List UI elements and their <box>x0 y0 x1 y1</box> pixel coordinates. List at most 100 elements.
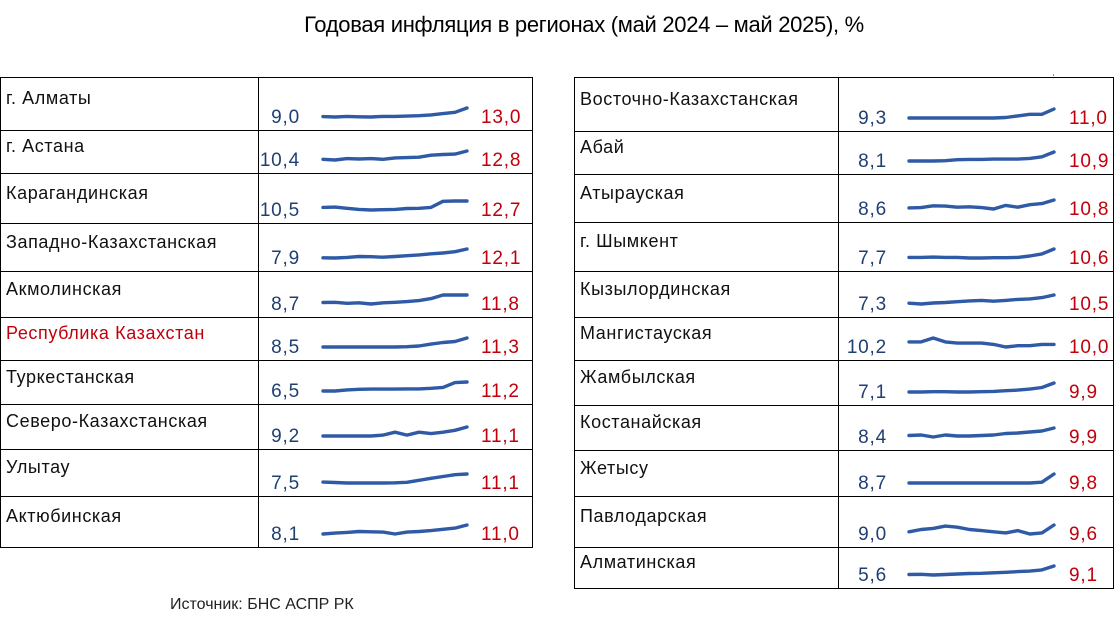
trend-sparkline <box>321 293 469 306</box>
trend-cell: 8,4 9,9 <box>838 405 1114 451</box>
region-name: Абай <box>580 137 625 157</box>
chart-title: Годовая инфляция в регионах (май 2024 – … <box>304 12 864 37</box>
value-may-2024: 8,1 <box>858 151 887 172</box>
value-may-2025: 10,0 <box>1069 337 1110 358</box>
region-name-cell: г. Астана <box>0 130 259 174</box>
trend-line <box>321 472 469 485</box>
region-name-cell: Туркестанская <box>0 360 259 405</box>
trend-sparkline <box>907 336 1056 349</box>
value-may-2025: 11,0 <box>481 524 520 545</box>
value-may-2025: 9,8 <box>1069 473 1098 494</box>
region-name-cell: Кызылординская <box>574 271 839 318</box>
region-row: Алматинская 5,6 9,1 <box>574 547 1114 589</box>
region-row: Мангистауская 10,2 10,0 <box>574 317 1114 361</box>
trend-cell: 8,7 11,8 <box>258 271 533 318</box>
trend-sparkline <box>907 523 1056 536</box>
region-name: г. Шымкент <box>580 231 679 251</box>
trend-sparkline <box>321 149 469 162</box>
trend-cell: 8,6 10,8 <box>838 174 1114 223</box>
value-may-2024: 6,5 <box>271 381 300 402</box>
trend-cell: 8,1 10,9 <box>838 131 1114 175</box>
trend-cell: 6,5 11,2 <box>258 360 533 405</box>
trend-line <box>907 472 1056 485</box>
trend-sparkline <box>321 425 469 438</box>
trend-sparkline <box>907 107 1056 120</box>
region-name-cell: Актюбинская <box>0 496 259 548</box>
value-may-2024: 10,5 <box>259 200 300 221</box>
trend-line <box>907 426 1056 439</box>
trend-line <box>907 150 1056 163</box>
corner-mark <box>1053 74 1054 76</box>
trend-cell: 7,7 10,6 <box>838 222 1114 272</box>
trend-line <box>907 564 1056 577</box>
value-may-2024: 9,0 <box>858 524 887 545</box>
region-name-cell: г. Алматы <box>0 77 259 131</box>
value-may-2025: 9,6 <box>1069 524 1098 545</box>
trend-line <box>907 381 1056 394</box>
value-may-2024: 7,3 <box>858 294 887 315</box>
region-name: г. Астана <box>6 136 85 156</box>
region-name-cell: Мангистауская <box>574 317 839 361</box>
trend-sparkline <box>907 293 1056 306</box>
region-name: Западно-Казахстанская <box>6 231 218 252</box>
trend-cell: 7,9 12,1 <box>258 223 533 272</box>
region-name: Атырауская <box>580 182 685 203</box>
region-name: Павлодарская <box>580 506 708 526</box>
value-may-2024: 7,5 <box>271 473 300 494</box>
value-may-2025: 10,8 <box>1069 199 1110 220</box>
value-may-2024: 8,4 <box>858 427 887 448</box>
region-name: Акмолинская <box>6 278 122 299</box>
region-name-cell: Восточно-Казахстанская <box>574 77 839 132</box>
region-name-cell: Павлодарская <box>574 496 839 548</box>
region-name: Северо-Казахстанская <box>6 411 208 431</box>
trend-line <box>321 293 469 306</box>
region-name-cell: Жамбылская <box>574 360 839 406</box>
region-row: Жетысу 8,7 9,8 <box>574 450 1114 497</box>
trend-cell: 8,7 9,8 <box>838 450 1114 497</box>
region-name-cell: Акмолинская <box>0 271 259 318</box>
value-may-2025: 9,1 <box>1069 565 1098 586</box>
region-row: Костанайская 8,4 9,9 <box>574 405 1114 451</box>
trend-line <box>907 523 1056 536</box>
trend-line <box>907 247 1056 260</box>
trend-sparkline <box>907 150 1056 163</box>
value-may-2024: 8,6 <box>858 199 887 220</box>
value-may-2024: 9,3 <box>858 108 887 129</box>
region-name-cell: Алматинская <box>574 547 839 589</box>
region-row: Восточно-Казахстанская 9,3 11,0 <box>574 77 1114 132</box>
trend-line <box>321 380 469 393</box>
trend-sparkline <box>321 336 469 349</box>
value-may-2025: 10,5 <box>1069 294 1110 315</box>
value-may-2024: 10,2 <box>846 337 887 358</box>
value-may-2024: 7,7 <box>858 248 887 269</box>
value-may-2024: 9,2 <box>271 426 300 447</box>
region-name: Алматинская <box>580 552 697 572</box>
trend-cell: 10,4 12,8 <box>258 130 533 174</box>
value-may-2025: 10,9 <box>1069 151 1110 172</box>
trend-line <box>321 247 469 260</box>
trend-line <box>321 425 469 438</box>
trend-line <box>321 149 469 162</box>
trend-sparkline <box>321 106 469 119</box>
trend-cell: 7,3 10,5 <box>838 271 1114 318</box>
trend-sparkline <box>321 199 469 212</box>
region-row: Республика Казахстан 8,5 11,3 <box>0 317 533 361</box>
value-may-2025: 12,7 <box>481 200 522 221</box>
region-name: Республика Казахстан <box>6 323 205 343</box>
region-name: Жамбылская <box>580 367 696 387</box>
value-may-2025: 11,3 <box>481 337 520 358</box>
trend-cell: 7,5 11,1 <box>258 449 533 497</box>
region-row: г. Алматы 9,0 13,0 <box>0 77 533 131</box>
value-may-2024: 8,5 <box>271 337 300 358</box>
trend-line <box>321 336 469 349</box>
region-row: Актюбинская 8,1 11,0 <box>0 496 533 548</box>
region-name-cell: Жетысу <box>574 450 839 497</box>
region-name-cell: Атырауская <box>574 174 839 223</box>
region-row: Карагандинская 10,5 12,7 <box>0 173 533 224</box>
region-name: Восточно-Казахстанская <box>580 88 799 109</box>
trend-cell: 7,1 9,9 <box>838 360 1114 406</box>
region-row: Западно-Казахстанская 7,9 12,1 <box>0 223 533 272</box>
left-region-table: г. Алматы 9,0 13,0 г. Астана 10,4 12,8 Караган… <box>0 77 533 548</box>
value-may-2025: 10,6 <box>1069 248 1110 269</box>
trend-sparkline <box>907 426 1056 439</box>
